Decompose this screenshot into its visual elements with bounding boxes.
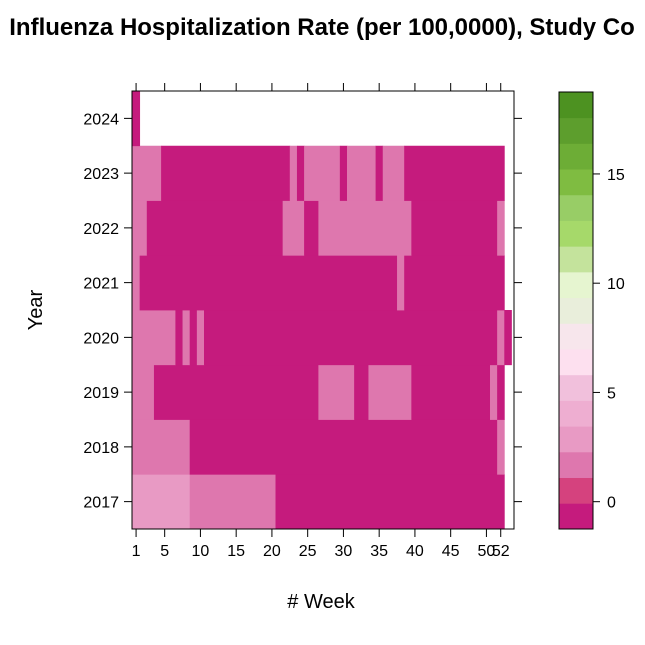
heatmap-cells: [132, 91, 512, 530]
heatmap-cell-2017-21: [275, 474, 505, 530]
heatmap-cell-2019-32: [354, 364, 369, 420]
x-tick-label: 10: [192, 543, 210, 560]
colorbar-swatch: [559, 297, 593, 324]
y-tick-label: 2024: [83, 111, 119, 128]
heatmap-cell-2021-38: [397, 255, 405, 311]
colorbar-swatch: [559, 194, 593, 221]
colorbar-swatch: [559, 503, 593, 530]
colorbar-swatch: [559, 117, 593, 144]
colorbar-swatch: [559, 400, 593, 427]
heatmap-cell-2021-2: [139, 255, 398, 311]
colorbar-swatch: [559, 92, 593, 119]
colorbar-ticks: 0 5 10 15: [593, 167, 625, 512]
heatmap-cell-2020-1: [132, 310, 176, 366]
y-axis-ticks: 2017 2018 2019 2020 2021 2022 2023 2024: [83, 111, 522, 512]
heatmap-cell-2020-53: [504, 310, 512, 366]
colorbar-swatch: [559, 246, 593, 273]
x-tick-label: 35: [370, 543, 388, 560]
heatmap-cell-2023-1: [132, 145, 162, 201]
heatmap-cell-2022-40: [411, 200, 498, 256]
heatmap-cell-2021-1: [132, 255, 141, 311]
heatmap-cell-2022-25: [304, 200, 319, 256]
heatmap-cell-2021-39: [404, 255, 505, 311]
y-tick-label: 2021: [83, 276, 119, 293]
x-tick-label: 45: [442, 543, 460, 560]
heatmap-cell-2019-27: [318, 364, 355, 420]
colorbar-swatch: [559, 477, 593, 504]
heatmap-cell-2023-23: [289, 145, 298, 201]
colorbar-frame: [558, 91, 594, 530]
heatmap-cell-2023-36: [382, 145, 405, 201]
heatmap-cell-2020-11: [204, 310, 498, 366]
x-tick-label: 52: [492, 543, 510, 560]
y-tick-label: 2019: [83, 385, 119, 402]
heatmap-cell-2020-7: [175, 310, 183, 366]
heatmap-cell-2019-4: [153, 364, 319, 420]
heatmap-cell-2020-52: [497, 310, 505, 366]
heatmap-cell-2022-52: [497, 200, 505, 256]
x-tick-label: 25: [299, 543, 317, 560]
colorbar-swatch: [559, 451, 593, 478]
heatmap-cell-2017-1: [132, 474, 191, 530]
heatmap-cell-2023-35: [375, 145, 384, 201]
heatmap-cell-2022-22: [282, 200, 305, 256]
colorbar-swatch: [559, 426, 593, 453]
heatmap-cell-2022-27: [318, 200, 412, 256]
y-tick-label: 2017: [83, 495, 119, 512]
colorbar-swatch: [559, 271, 593, 299]
x-tick-label: 15: [227, 543, 245, 560]
y-axis-title: Year: [25, 289, 47, 330]
heatmap-cell-2023-5: [161, 145, 291, 201]
x-tick-label: 50: [478, 543, 496, 560]
colorbar-swatch: [559, 374, 593, 401]
heatmap-cell-2023-39: [404, 145, 505, 201]
heatmap-cell-2017-9: [189, 474, 276, 530]
heatmap-cell-2023-30: [339, 145, 348, 201]
x-tick-label: 5: [160, 543, 169, 560]
colorbar-swatch: [559, 143, 593, 170]
colorbar-tick-label: 15: [607, 167, 625, 184]
chart-title: Influenza Hospitalization Rate (per 100,…: [9, 14, 634, 41]
colorbar-swatch: [559, 220, 593, 247]
colorbar-swatch: [559, 349, 593, 376]
heatmap-cell-2023-31: [347, 145, 376, 201]
heatmap-cell-2019-51: [490, 364, 498, 420]
heatmap-cell-2023-24: [296, 145, 305, 201]
x-tick-label: 40: [406, 543, 424, 560]
heatmap-cell-2020-8: [182, 310, 191, 366]
colorbar-tick-label: 5: [607, 385, 616, 402]
heatmap-cell-2019-34: [368, 364, 412, 420]
colorbar-tick-label: 10: [607, 276, 625, 293]
heatmap-cell-2018-9: [189, 419, 498, 475]
x-tick-label: 20: [263, 543, 281, 560]
heatmap-cell-2019-1: [132, 364, 155, 420]
plot-frame: [131, 90, 515, 530]
y-tick-label: 2023: [83, 166, 119, 183]
heatmap-cell-2023-25: [304, 145, 341, 201]
heatmap-cell-2019-52: [497, 364, 505, 420]
x-axis-title: # Week: [287, 591, 355, 613]
colorbar-swatch: [559, 323, 593, 350]
heatmap-cell-2019-40: [411, 364, 491, 420]
x-tick-label: 1: [132, 543, 141, 560]
y-tick-label: 2018: [83, 440, 119, 457]
colorbar-tick-label: 0: [607, 495, 616, 512]
colorbar-swatch: [559, 169, 593, 196]
heatmap-cell-2024-1: [132, 91, 141, 147]
heatmap-cell-2018-52: [497, 419, 505, 475]
heatmap-cell-2022-1: [132, 200, 148, 256]
y-tick-label: 2022: [83, 221, 119, 238]
heatmap-cell-2018-1: [132, 419, 191, 475]
colorbar: [559, 92, 593, 530]
heatmap-cell-2022-3: [146, 200, 284, 256]
heatmap-cell-2020-9: [189, 310, 198, 366]
heatmap-cell-2020-10: [196, 310, 205, 366]
x-tick-label: 30: [335, 543, 353, 560]
y-tick-label: 2020: [83, 330, 119, 347]
